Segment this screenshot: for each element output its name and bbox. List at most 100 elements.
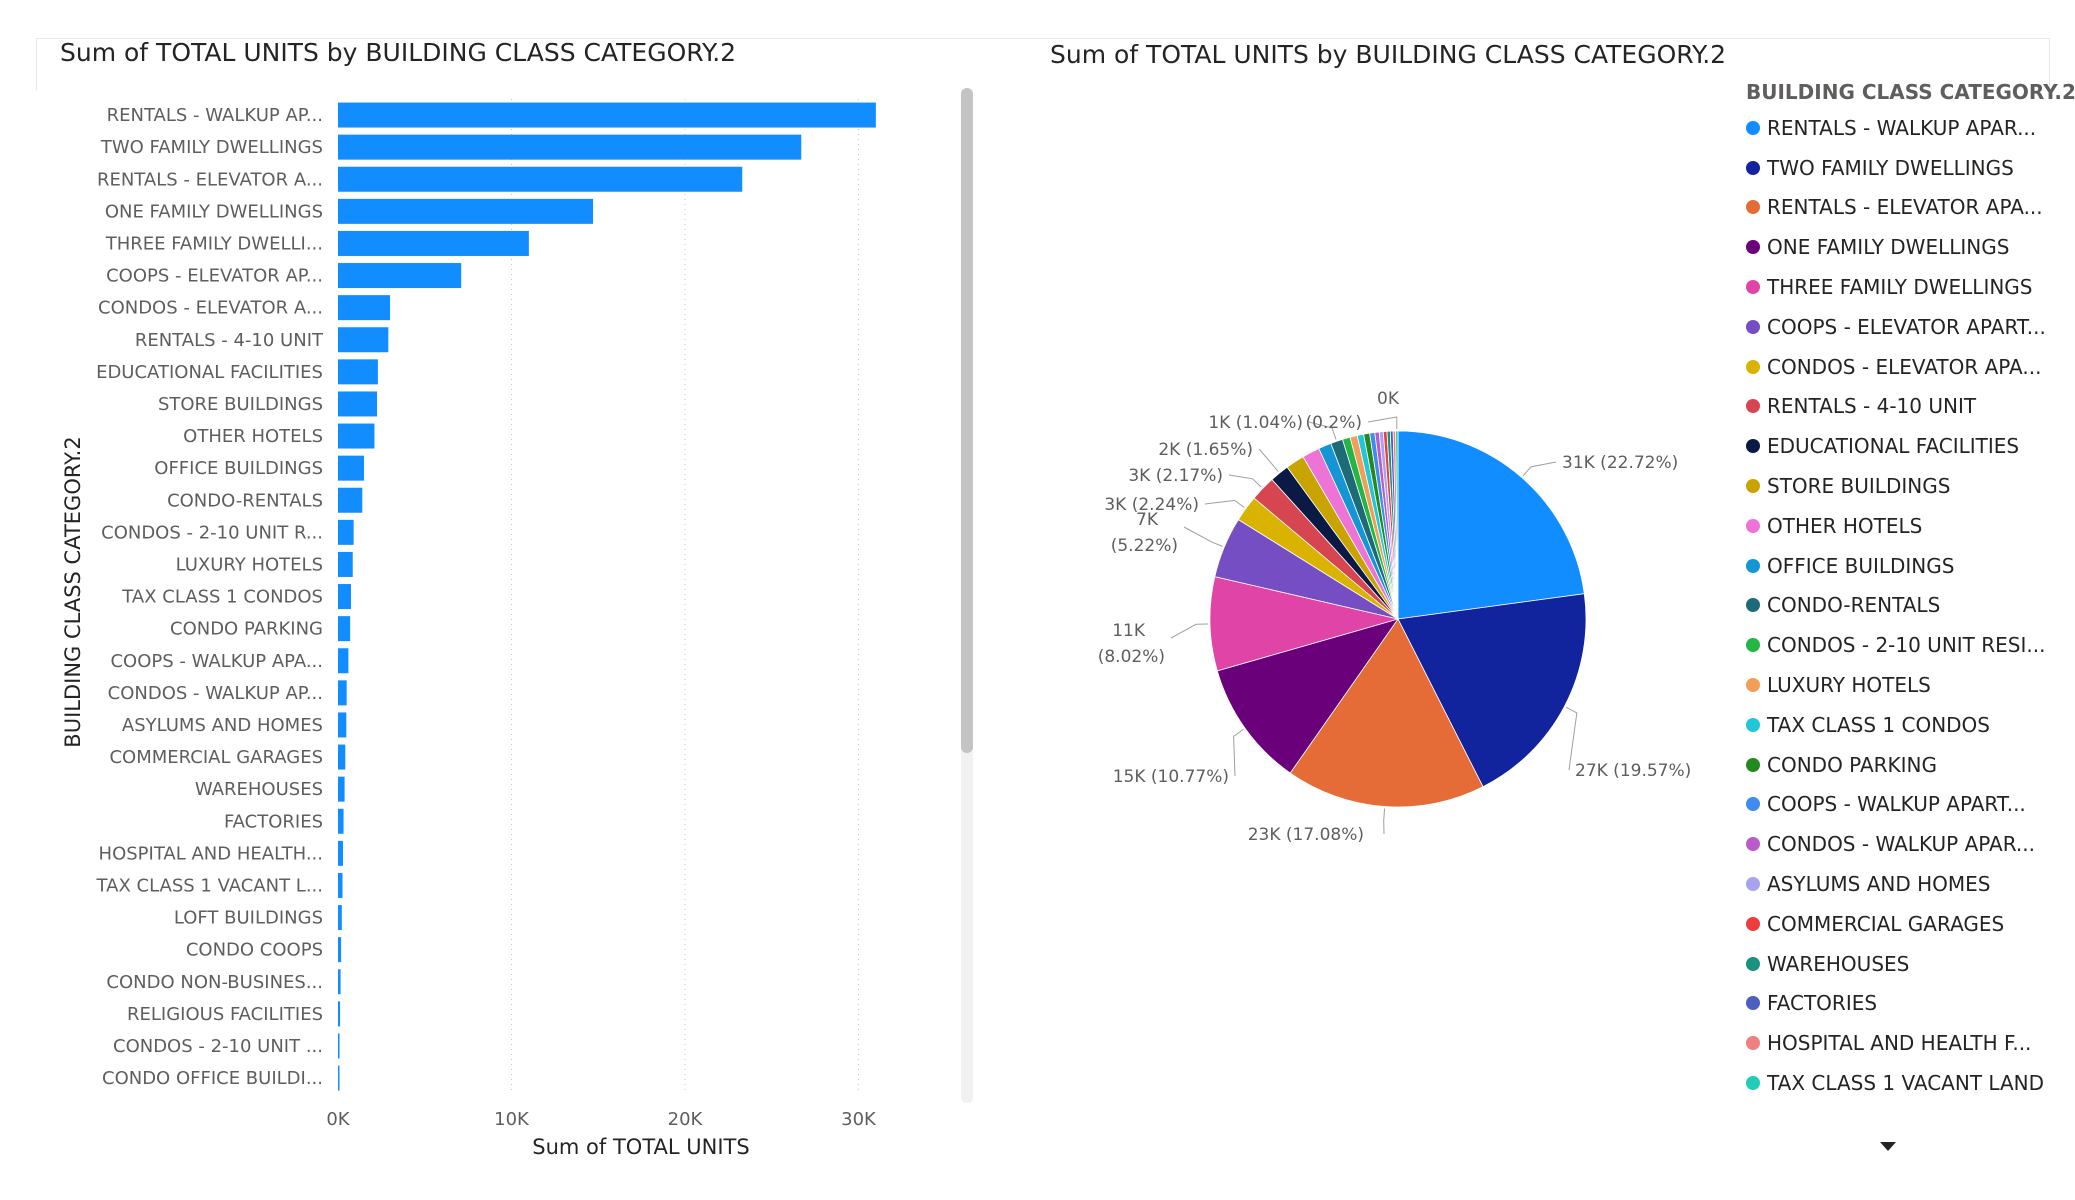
bar[interactable] (338, 712, 347, 738)
pie-slice[interactable] (1395, 430, 1399, 620)
bar[interactable] (338, 391, 378, 417)
y-tick-label: HOSPITAL AND HEALTH... (99, 843, 323, 864)
y-tick-label: THREE FAMILY DWELLI... (105, 233, 323, 254)
legend-item[interactable]: OFFICE BUILDINGS (1746, 546, 2066, 586)
visual-top-border (36, 38, 981, 39)
bar-chart-scrollbar-thumb[interactable] (961, 88, 973, 753)
y-tick-label: CONDO PARKING (170, 619, 323, 640)
legend-item[interactable]: ONE FAMILY DWELLINGS (1746, 227, 2066, 267)
y-tick-label: RENTALS - ELEVATOR A... (97, 169, 323, 190)
legend-item-label: WAREHOUSES (1767, 951, 1910, 976)
pie-slice[interactable] (1216, 618, 1399, 774)
bar[interactable] (338, 744, 346, 770)
legend-item[interactable]: RENTALS - WALKUP APAR... (1746, 108, 2066, 148)
bar[interactable] (338, 680, 347, 706)
pie-slice[interactable] (1289, 618, 1484, 808)
bar-chart-scrollbar[interactable] (961, 88, 973, 1103)
y-axis-title: BUILDING CLASS CATEGORY.2 (61, 436, 85, 747)
legend-dot-icon (1746, 479, 1760, 494)
legend-dot-icon (1746, 837, 1760, 852)
legend-dot-icon (1746, 1036, 1760, 1051)
y-tick-label: CONDO NON-BUSINES... (106, 972, 323, 993)
bar[interactable] (338, 487, 363, 513)
legend-item-label: COOPS - ELEVATOR APART... (1767, 314, 2046, 339)
bar[interactable] (338, 455, 365, 481)
bar[interactable] (338, 230, 529, 256)
legend-item-label: CONDO PARKING (1767, 752, 1937, 777)
pie-slice[interactable] (1397, 430, 1585, 620)
visual-left-border (36, 38, 37, 90)
legend-dot-icon (1746, 399, 1760, 414)
bar[interactable] (338, 423, 375, 449)
legend-item[interactable]: CONDOS - 2-10 UNIT RESI... (1746, 625, 2066, 665)
y-tick-label: CONDO-RENTALS (167, 490, 323, 511)
legend-item[interactable]: OTHER HOTELS (1746, 506, 2066, 546)
bar[interactable] (338, 551, 353, 577)
bar[interactable] (338, 1065, 340, 1091)
bar[interactable] (338, 1001, 341, 1027)
legend-item[interactable]: THREE FAMILY DWELLINGS (1746, 267, 2066, 307)
legend-item[interactable]: RENTALS - ELEVATOR APA... (1746, 188, 2066, 228)
bar[interactable] (338, 584, 352, 610)
bar[interactable] (338, 1033, 340, 1059)
bar-chart-title: Sum of TOTAL UNITS by BUILDING CLASS CAT… (60, 38, 737, 67)
legend-item[interactable]: LUXURY HOTELS (1746, 665, 2066, 705)
pie-leader-line (1183, 526, 1223, 547)
pie-data-label: 1K (1.04%) (1208, 413, 1303, 433)
legend-item[interactable]: ASYLUMS AND HOMES (1746, 864, 2066, 904)
legend-item[interactable]: WAREHOUSES (1746, 944, 2066, 984)
bar[interactable] (338, 166, 743, 192)
legend-item[interactable]: COMMERCIAL GARAGES (1746, 904, 2066, 944)
legend-item[interactable]: COOPS - ELEVATOR APART... (1746, 307, 2066, 347)
legend-item[interactable]: HOSPITAL AND HEALTH F... (1746, 1023, 2066, 1063)
legend-item[interactable]: TWO FAMILY DWELLINGS (1746, 148, 2066, 188)
bar[interactable] (338, 102, 876, 128)
y-tick-label: TAX CLASS 1 VACANT L... (96, 875, 323, 896)
legend-item-label: EDUCATIONAL FACILITIES (1767, 434, 2020, 459)
legend-item[interactable]: COOPS - WALKUP APART... (1746, 785, 2066, 825)
x-tick-label: 0K (326, 1109, 350, 1130)
legend-title: BUILDING CLASS CATEGORY.2 (1746, 80, 2075, 104)
legend-item[interactable]: CONDO-RENTALS (1746, 586, 2066, 626)
pie-leader-line (1204, 499, 1245, 508)
bar[interactable] (338, 905, 342, 931)
y-tick-label: TWO FAMILY DWELLINGS (100, 137, 323, 158)
legend-item[interactable]: EDUCATIONAL FACILITIES (1746, 426, 2066, 466)
bar[interactable] (338, 198, 594, 224)
legend-item[interactable]: FACTORIES (1746, 984, 2066, 1024)
legend-scroll-down-icon[interactable] (1880, 1142, 1896, 1151)
bar[interactable] (338, 519, 354, 545)
bar[interactable] (338, 808, 344, 834)
pie-data-label: (8.02%) (1098, 647, 1165, 667)
bar[interactable] (338, 937, 342, 963)
bar[interactable] (338, 776, 345, 802)
bar[interactable] (338, 616, 351, 642)
bar[interactable] (338, 327, 389, 353)
y-tick-label: CONDOS - ELEVATOR A... (98, 298, 323, 319)
pie-slice[interactable] (1397, 593, 1587, 788)
bar[interactable] (338, 263, 462, 289)
bar[interactable] (338, 872, 343, 898)
bar[interactable] (338, 969, 341, 995)
legend-item[interactable]: TAX CLASS 1 VACANT LAND (1746, 1063, 2066, 1103)
pie-data-label: 11K (1112, 621, 1146, 641)
bar[interactable] (338, 648, 349, 674)
legend-item[interactable]: CONDOS - WALKUP APAR... (1746, 824, 2066, 864)
pie-slice[interactable] (1209, 576, 1400, 672)
y-tick-label: CONDO COOPS (186, 940, 323, 961)
legend-item[interactable]: STORE BUILDINGS (1746, 466, 2066, 506)
bar[interactable] (338, 134, 802, 160)
bar[interactable] (338, 295, 391, 321)
bar[interactable] (338, 840, 344, 866)
legend-dot-icon (1746, 956, 1760, 971)
legend-dot-icon (1746, 678, 1760, 693)
legend-dot-icon (1746, 200, 1760, 215)
bar[interactable] (338, 359, 378, 385)
legend-item[interactable]: RENTALS - 4-10 UNIT (1746, 387, 2066, 427)
legend-item[interactable]: CONDO PARKING (1746, 745, 2066, 785)
legend-item-label: RENTALS - WALKUP APAR... (1767, 115, 2037, 140)
pie-leader-line (1233, 728, 1244, 777)
legend-item[interactable]: CONDOS - ELEVATOR APA... (1746, 347, 2066, 387)
legend-item[interactable]: TAX CLASS 1 CONDOS (1746, 705, 2066, 745)
pie-chart-svg: 31K (22.72%) 27K (19.57%) 23K (17.08%) 15K … (1098, 389, 1692, 845)
